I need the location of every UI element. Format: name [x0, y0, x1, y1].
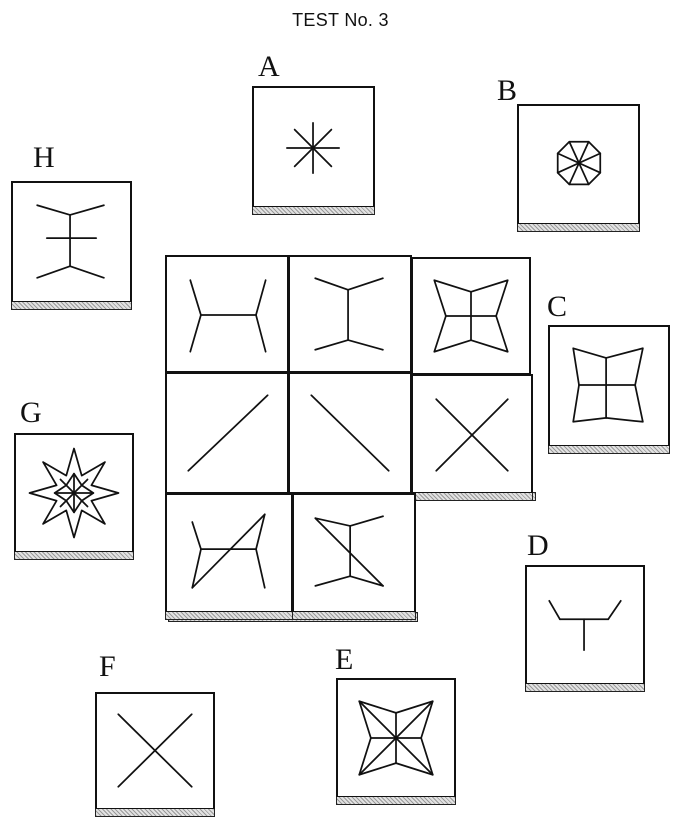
option-label-g: G	[20, 396, 42, 429]
option-d-tile[interactable]	[525, 565, 645, 692]
h-shape-icon	[189, 279, 267, 353]
matrix-cell-3-2	[292, 493, 416, 620]
x-cross-icon	[435, 398, 509, 472]
bowtie-quad-with-cross-icon	[572, 347, 644, 423]
option-g-tile[interactable]	[14, 433, 134, 560]
matrix-cell-2-1	[165, 372, 289, 501]
option-c-tile[interactable]	[548, 325, 670, 454]
cup-with-stem-icon	[548, 599, 622, 652]
option-a-tile[interactable]	[252, 86, 375, 215]
option-label-a: A	[258, 50, 280, 83]
option-h-tile[interactable]	[11, 181, 132, 310]
forward-diagonal-icon	[187, 394, 269, 472]
option-e-tile[interactable]	[336, 678, 456, 805]
matrix-cell-2-2	[288, 372, 412, 501]
octagon-with-diagonals-icon	[556, 140, 602, 186]
option-label-f: F	[99, 650, 116, 683]
matrix-cell-1-3	[411, 257, 531, 382]
four-point-star-icon	[358, 700, 434, 776]
matrix-cell-1-1	[165, 255, 289, 380]
eight-point-star-icon	[28, 447, 120, 539]
i-shape-with-crossbar-icon	[36, 204, 105, 279]
bowtie-with-cross-icon	[433, 279, 509, 353]
i-shape-with-diagonal-icon	[314, 515, 384, 587]
test-title: TEST No. 3	[292, 10, 389, 30]
option-f-tile[interactable]	[95, 692, 215, 817]
matrix-cell-2-3	[411, 374, 533, 501]
option-label-d: D	[527, 529, 549, 562]
matrix-cell-1-2	[288, 255, 412, 380]
x-cross-icon	[117, 713, 193, 788]
option-label-e: E	[335, 643, 354, 676]
option-label-h: H	[33, 141, 55, 174]
back-diagonal-icon	[310, 394, 390, 472]
h-shape-with-diagonal-icon	[191, 513, 266, 589]
option-label-b: B	[497, 74, 518, 107]
asterisk-icon	[286, 121, 341, 174]
i-shape-icon	[314, 277, 384, 351]
option-b-tile[interactable]	[517, 104, 640, 232]
option-label-c: C	[547, 290, 568, 323]
matrix-cell-3-1	[165, 493, 293, 620]
